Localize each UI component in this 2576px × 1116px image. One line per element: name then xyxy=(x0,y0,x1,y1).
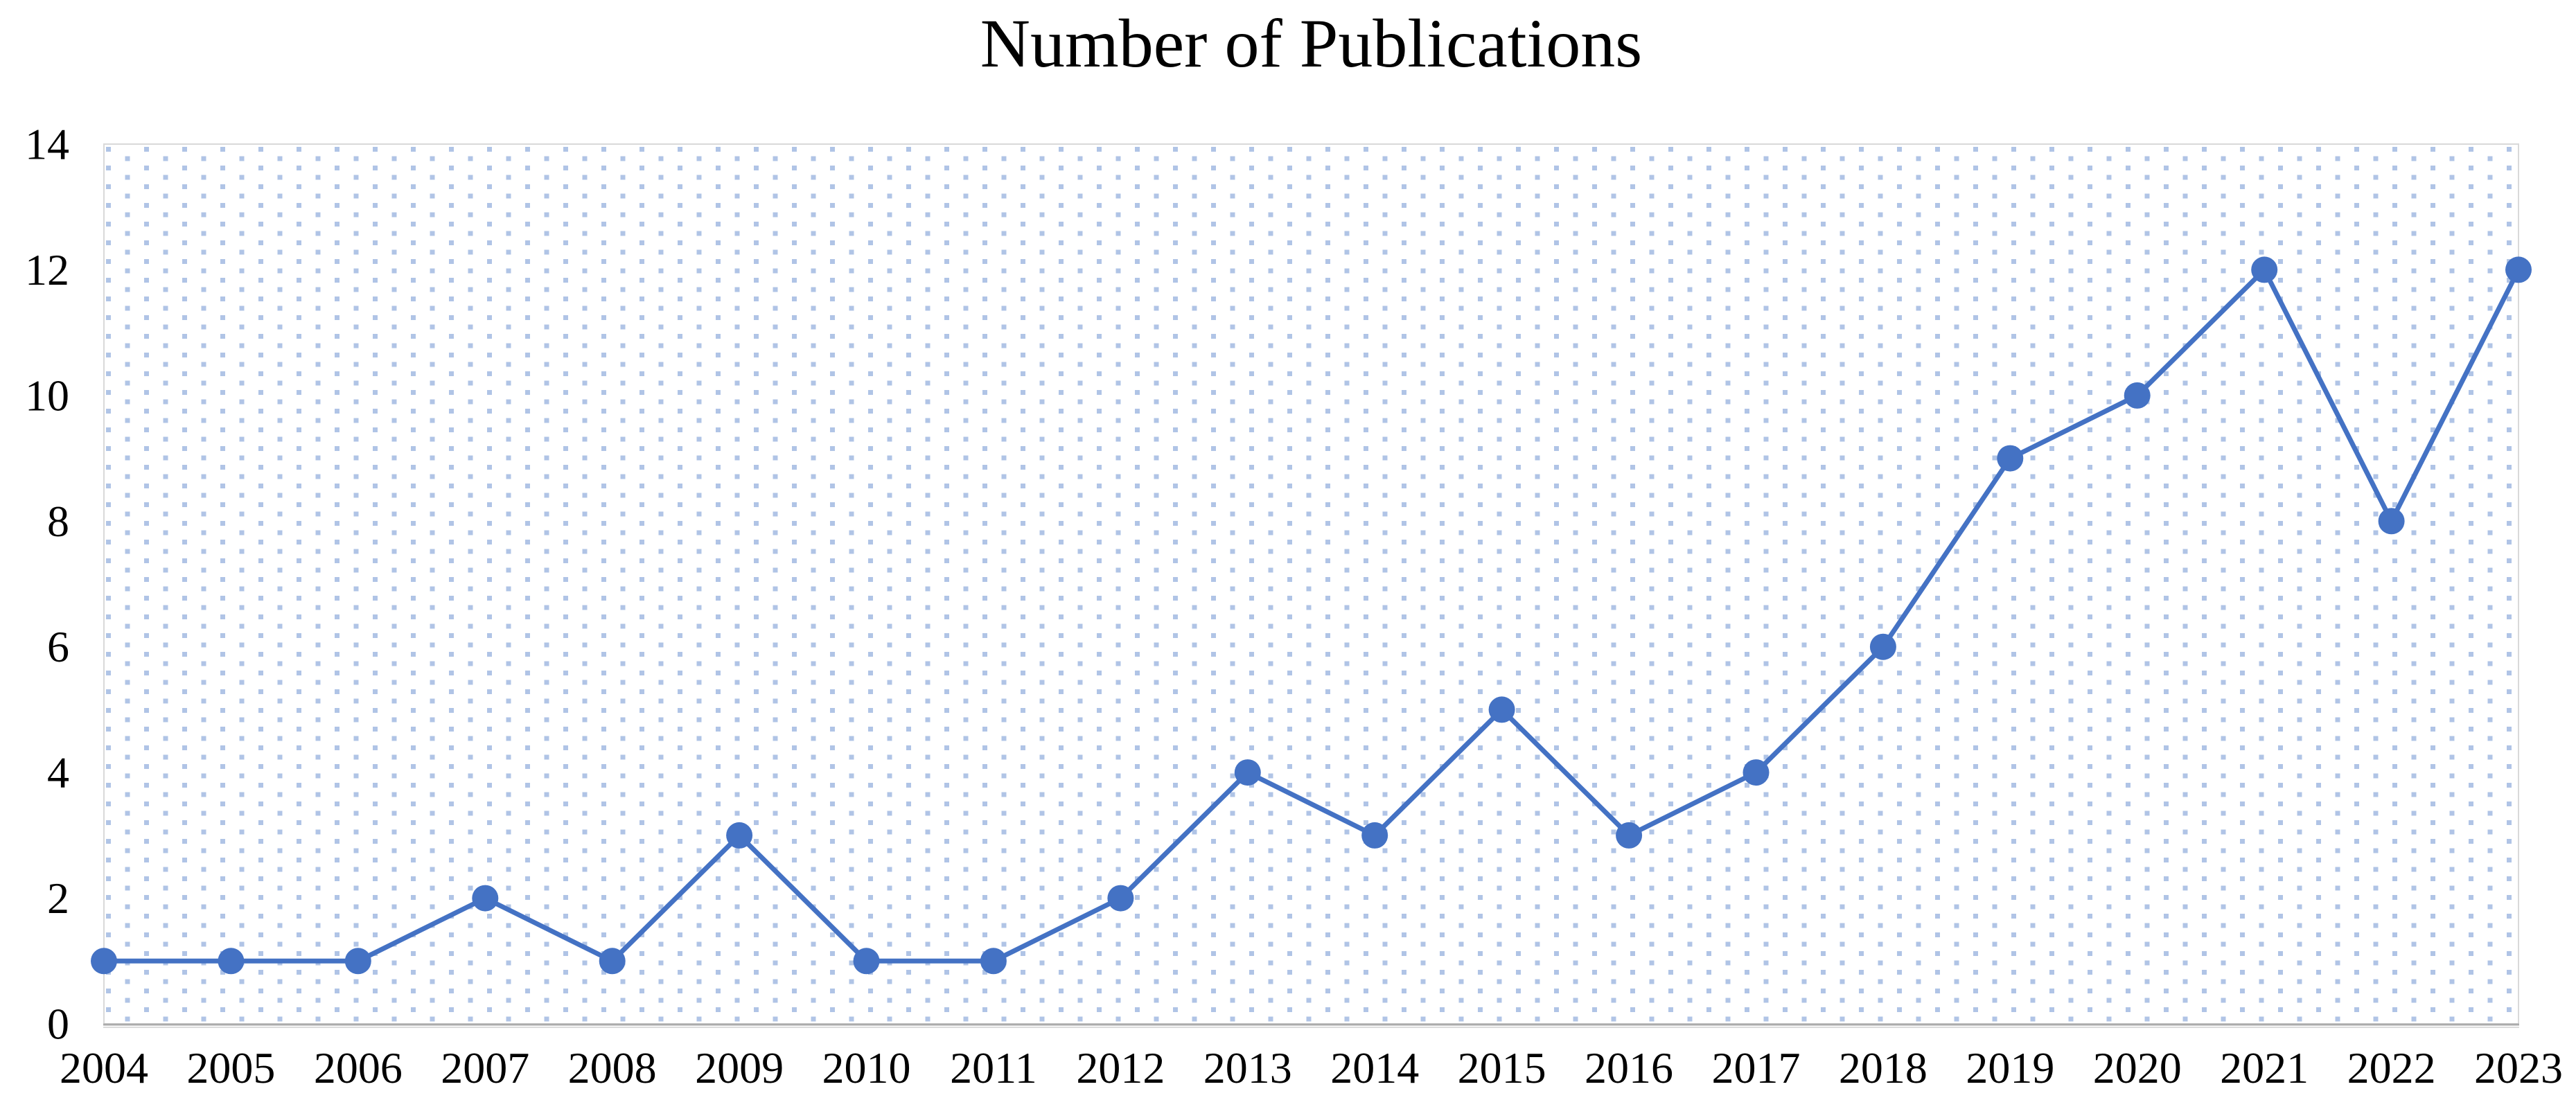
x-axis-tick-label: 2010 xyxy=(822,1043,911,1092)
data-point-marker xyxy=(726,822,753,849)
y-axis-tick-label: 10 xyxy=(25,371,69,420)
data-point-marker xyxy=(91,948,117,975)
x-axis-tick-label: 2022 xyxy=(2347,1043,2436,1092)
data-point-marker xyxy=(599,948,626,975)
x-axis-tick-label: 2018 xyxy=(1839,1043,1927,1092)
x-axis-tick-label: 2011 xyxy=(950,1043,1037,1092)
y-axis-tick-label: 2 xyxy=(47,874,69,923)
data-point-marker xyxy=(1234,759,1261,786)
data-point-marker xyxy=(853,948,880,975)
data-point-marker xyxy=(1488,696,1515,723)
chart-title: Number of Publications xyxy=(980,5,1643,82)
x-axis-tick-label: 2016 xyxy=(1585,1043,1673,1092)
data-point-marker xyxy=(2505,256,2532,283)
y-axis-tick-label: 14 xyxy=(25,120,69,169)
x-axis-tick-label: 2008 xyxy=(568,1043,657,1092)
data-point-marker xyxy=(2124,382,2151,409)
data-point-marker xyxy=(2378,508,2405,535)
data-point-marker xyxy=(1107,885,1134,912)
data-point-marker xyxy=(344,948,371,975)
series-line xyxy=(101,267,2521,964)
y-axis-tick-label: 12 xyxy=(25,245,69,294)
data-point-marker xyxy=(2251,256,2278,283)
data-point-marker xyxy=(472,885,499,912)
x-axis-tick-label: 2023 xyxy=(2474,1043,2563,1092)
x-axis-tick-label: 2019 xyxy=(1966,1043,2054,1092)
x-axis-tick-label: 2017 xyxy=(1711,1043,1800,1092)
x-axis-tick-label: 2014 xyxy=(1330,1043,1419,1092)
x-axis-tick-label: 2012 xyxy=(1076,1043,1165,1092)
y-axis-tick-label: 4 xyxy=(47,748,69,797)
x-axis-tick-label: 2006 xyxy=(314,1043,403,1092)
x-axis-tick-label: 2015 xyxy=(1458,1043,1546,1092)
x-axis-tick-label: 2020 xyxy=(2093,1043,2182,1092)
y-axis-tick-label: 8 xyxy=(47,497,69,546)
x-axis-tick-label: 2007 xyxy=(441,1043,529,1092)
data-point-marker xyxy=(1997,445,2024,472)
data-point-marker xyxy=(1361,822,1388,849)
data-point-marker xyxy=(1616,822,1643,849)
data-point-marker xyxy=(1869,633,1896,660)
x-axis-tick-label: 2009 xyxy=(695,1043,784,1092)
x-axis-tick-label: 2013 xyxy=(1203,1043,1292,1092)
data-point-marker xyxy=(980,948,1007,975)
plot-area xyxy=(104,144,2518,1024)
x-axis-tick-label: 2021 xyxy=(2220,1043,2309,1092)
data-point-marker xyxy=(218,948,245,975)
y-axis-tick-label: 0 xyxy=(47,1000,69,1049)
data-point-marker xyxy=(1743,759,1770,786)
x-axis-tick-label: 2004 xyxy=(60,1043,148,1092)
x-axis-tick-label: 2005 xyxy=(186,1043,275,1092)
y-axis-tick-label: 6 xyxy=(47,622,69,671)
